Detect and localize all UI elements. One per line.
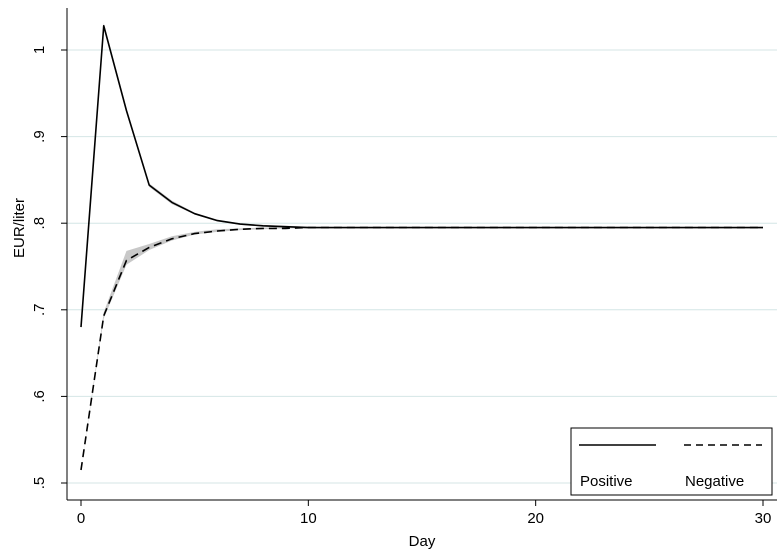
y-tick-label: .8 xyxy=(31,217,48,230)
y-axis-ticks: .5 .6 .7 .8 .9 1 xyxy=(31,46,67,489)
series-lines xyxy=(80,24,763,471)
y-tick-label: .7 xyxy=(31,304,48,317)
y-tick-label: .9 xyxy=(31,130,48,143)
x-tick-label: 10 xyxy=(300,510,317,527)
legend-label-positive: Positive xyxy=(580,473,633,490)
x-tick-label: 20 xyxy=(527,510,544,527)
x-tick-label: 0 xyxy=(77,510,85,527)
legend: Positive Negative xyxy=(570,427,773,496)
x-axis-label: Day xyxy=(409,533,436,550)
legend-label-negative: Negative xyxy=(685,473,744,490)
y-axis-label: EUR/liter xyxy=(11,198,28,258)
legend-box xyxy=(570,427,773,496)
y-tick-label: 1 xyxy=(31,46,48,54)
x-axis-ticks: 0 10 20 30 xyxy=(77,500,772,527)
y-tick-label: .5 xyxy=(31,477,48,490)
series-line-negative xyxy=(80,226,763,471)
grid-layer xyxy=(67,49,777,484)
y-tick-label: .6 xyxy=(31,390,48,403)
x-tick-label: 30 xyxy=(755,510,772,527)
